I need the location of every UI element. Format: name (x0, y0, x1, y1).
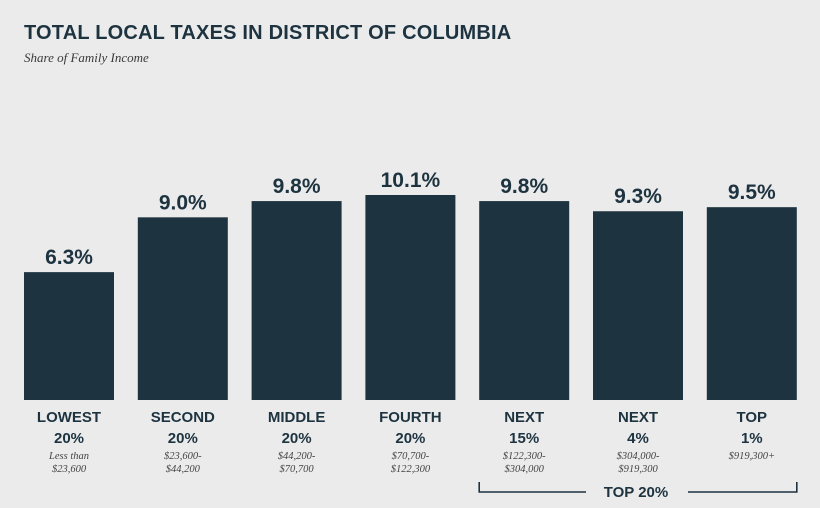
income-range-line1-0: Less than (48, 451, 89, 462)
income-range-line2-5: $919,300 (618, 464, 658, 475)
bar-5 (593, 211, 683, 400)
category-label-line2-4: 15% (509, 430, 539, 447)
category-label-line2-0: 20% (54, 430, 84, 447)
category-label-line1-3: FOURTH (379, 409, 442, 426)
bar-2 (251, 201, 342, 400)
value-label-1: 9.0% (159, 191, 207, 214)
bar-3 (365, 195, 456, 400)
income-range-line2-3: $122,300 (391, 464, 431, 475)
bar-1 (137, 217, 228, 400)
income-range-line2-4: $304,000 (505, 464, 545, 475)
value-label-3: 10.1% (381, 169, 441, 192)
income-range-line1-3: $70,700- (392, 451, 430, 462)
category-label-line1-6: TOP (737, 409, 768, 426)
chart-subtitle: Share of Family Income (24, 50, 149, 65)
value-label-4: 9.8% (500, 175, 548, 198)
income-range-line1-1: $23,600- (164, 451, 202, 462)
category-label-line2-3: 20% (395, 430, 425, 447)
income-range-line1-4: $122,300- (503, 451, 546, 462)
bracket-left (478, 482, 586, 493)
chart-title: TOTAL LOCAL TAXES IN DISTRICT OF COLUMBI… (24, 22, 512, 44)
income-range-line1-2: $44,200- (278, 451, 316, 462)
income-range-line1-5: $304,000- (617, 451, 660, 462)
category-label-line2-2: 20% (282, 430, 312, 447)
category-label-line1-0: LOWEST (37, 409, 101, 426)
value-label-2: 9.8% (273, 175, 321, 198)
income-range-line2-2: $70,700 (280, 464, 315, 475)
bar-4 (479, 201, 570, 400)
category-label-line2-6: 1% (741, 430, 763, 447)
income-range-line1-6: $919,300+ (729, 451, 775, 462)
value-label-6: 9.5% (728, 181, 776, 204)
category-label-line1-1: SECOND (151, 409, 215, 426)
bar-6 (706, 207, 797, 400)
bracket-label-top-20: TOP 20% (603, 484, 669, 501)
category-label-line1-4: NEXT (504, 409, 544, 426)
income-range-line2-1: $44,200 (166, 464, 201, 475)
category-label-line1-5: NEXT (618, 409, 658, 426)
category-label-line2-1: 20% (168, 430, 198, 447)
income-range-line2-0: $23,600 (52, 464, 87, 475)
value-label-0: 6.3% (45, 246, 93, 269)
value-label-5: 9.3% (614, 185, 662, 208)
category-label-line1-2: MIDDLE (268, 409, 326, 426)
bar-0 (24, 272, 114, 400)
category-label-line2-5: 4% (627, 430, 649, 447)
bracket-right (688, 482, 798, 493)
